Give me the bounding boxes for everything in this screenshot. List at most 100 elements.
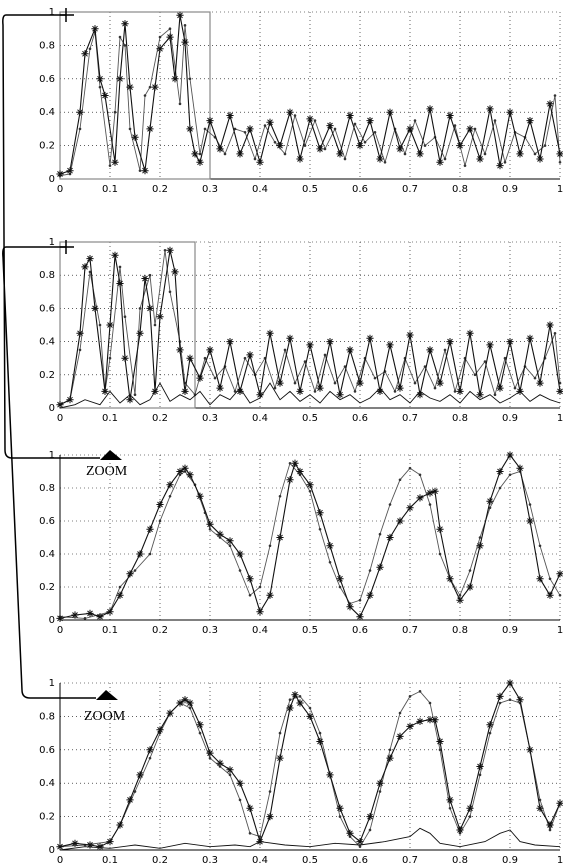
- data-point-star: [216, 145, 224, 153]
- data-point: [398, 711, 402, 715]
- data-point-star: [346, 829, 354, 837]
- data-point-star: [111, 158, 119, 166]
- y-tick-label: 0: [49, 845, 55, 856]
- data-point-star: [236, 387, 244, 395]
- data-point-star: [506, 338, 514, 346]
- data-point-star: [376, 387, 384, 395]
- data-point: [308, 706, 312, 710]
- data-point: [168, 290, 172, 294]
- data-point: [513, 386, 517, 390]
- zoom-triangle-1: [100, 450, 122, 460]
- data-point: [413, 381, 417, 385]
- data-point-star: [456, 387, 464, 395]
- x-tick-label: 0.1: [102, 625, 118, 636]
- data-point: [88, 47, 92, 51]
- data-point-star: [426, 716, 434, 724]
- data-point: [448, 806, 452, 810]
- data-point-star: [291, 691, 299, 699]
- data-point: [538, 798, 542, 802]
- x-tick-label: 0.2: [152, 413, 168, 424]
- data-point: [123, 315, 127, 319]
- x-tick-label: 1: [557, 625, 563, 636]
- data-point-star: [246, 575, 254, 583]
- data-point: [303, 360, 307, 363]
- data-point: [538, 544, 542, 548]
- data-point-star: [156, 45, 164, 53]
- data-point-star: [486, 341, 494, 349]
- data-point: [543, 144, 547, 147]
- data-point-star: [131, 133, 139, 141]
- data-point-star: [436, 379, 444, 387]
- data-point: [243, 130, 247, 134]
- data-point: [163, 249, 167, 252]
- data-point-star: [206, 117, 214, 125]
- data-point: [148, 273, 152, 277]
- data-point-star: [466, 125, 474, 133]
- data-point: [208, 756, 212, 760]
- data-point-star: [456, 142, 464, 150]
- data-point: [213, 376, 217, 380]
- x-tick-label: 0.9: [502, 413, 518, 424]
- data-point-star: [431, 716, 439, 724]
- data-point-star: [86, 609, 94, 617]
- data-point-star: [486, 497, 494, 505]
- x-tick-label: 0.8: [452, 855, 468, 864]
- data-point-star: [356, 613, 364, 621]
- data-point: [323, 147, 327, 151]
- data-point-star: [106, 608, 114, 616]
- data-point-star: [56, 401, 64, 409]
- data-point: [83, 617, 87, 620]
- data-point: [278, 494, 282, 498]
- data-point-star: [216, 384, 224, 392]
- data-point: [483, 360, 487, 363]
- data-point-star: [306, 712, 314, 720]
- data-point-star: [126, 396, 134, 404]
- data-point: [333, 381, 337, 385]
- data-point-star: [146, 525, 154, 533]
- x-tick-label: 0.2: [152, 855, 168, 864]
- data-point: [78, 348, 82, 352]
- data-point-star: [406, 331, 414, 339]
- data-point-star: [141, 274, 149, 283]
- x-tick-label: 0.4: [252, 855, 268, 864]
- x-tick-label: 0.5: [302, 625, 318, 636]
- data-point: [138, 169, 142, 172]
- x-tick-label: 0: [57, 855, 63, 864]
- data-point: [168, 27, 172, 31]
- series-line-plain: [59, 382, 561, 409]
- chart-panel-1: 0 0.1 0.2 0.3 0.4 0.5 0.6 0.7 0.8 0.9 1 0 0.2 0.4 0.6 0…: [39, 7, 563, 195]
- data-point: [378, 790, 382, 793]
- x-tick-label: 0.7: [402, 855, 418, 864]
- y-tick-label: 0: [49, 615, 55, 626]
- data-point: [78, 127, 82, 131]
- data-point-star: [346, 346, 354, 354]
- data-point-star: [546, 100, 554, 108]
- data-point: [283, 348, 287, 352]
- zoom-marker-1: [60, 8, 74, 22]
- data-point-star: [356, 142, 364, 150]
- data-point-star: [396, 145, 404, 153]
- data-point: [358, 598, 362, 602]
- data-point-star: [141, 167, 149, 175]
- data-point-star: [556, 150, 563, 158]
- data-point: [313, 119, 317, 122]
- data-point: [493, 119, 497, 122]
- data-point-star: [306, 481, 314, 489]
- data-point: [268, 544, 272, 548]
- chart-panel-2: 0 0.1 0.2 0.3 0.4 0.5 0.6 0.7 0.8 0.9 1 0 0.2 0.4 0.6 0…: [39, 237, 563, 424]
- data-point-star: [186, 354, 194, 362]
- data-point: [273, 386, 277, 390]
- data-point-star: [496, 692, 504, 700]
- data-point: [503, 161, 507, 164]
- data-point-star: [556, 799, 563, 807]
- data-point: [313, 390, 317, 393]
- data-point-star: [406, 722, 414, 730]
- data-point-star: [91, 25, 99, 33]
- y-tick-label: 0.6: [39, 74, 55, 85]
- data-point-star: [181, 464, 189, 472]
- data-point-star: [136, 329, 144, 337]
- y-tick-label: 0: [49, 403, 55, 414]
- data-point-star: [101, 387, 109, 395]
- data-point: [268, 790, 272, 793]
- data-point-star: [316, 737, 324, 746]
